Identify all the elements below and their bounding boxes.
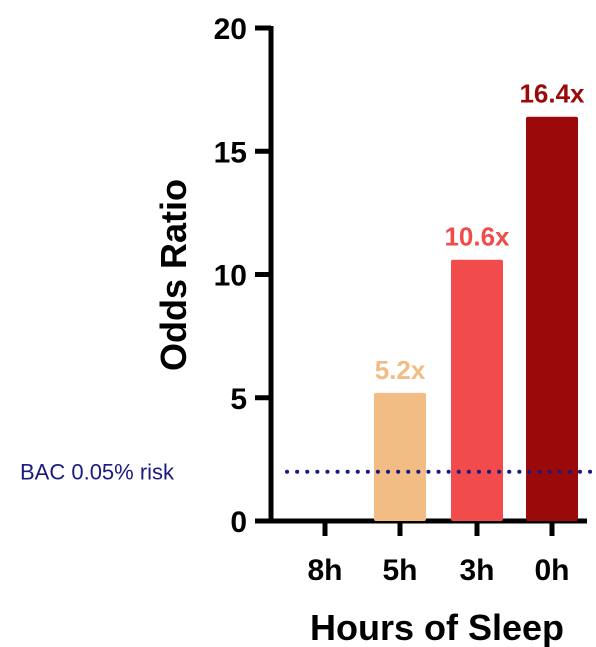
x-tick-label: 5h [382,554,417,587]
y-tick-label: 20 [214,13,247,46]
reference-line-label: BAC 0.05% risk [20,460,175,485]
x-tick-label: 0h [534,554,569,587]
y-tick-label: 0 [230,506,247,539]
bar-5h [374,392,426,521]
x-tick-label: 8h [307,554,342,587]
y-tick-label: 5 [230,383,247,416]
bar-0h [526,116,578,522]
x-axis-title: Hours of Sleep [310,607,564,647]
bar-data-label: 10.6x [444,222,510,252]
bar-data-label: 5.2x [375,355,426,385]
y-axis-title: Odds Ratio [153,179,194,371]
y-tick-label: 10 [214,260,247,293]
bar-3h [451,259,503,521]
bar-data-label: 16.4x [519,79,585,109]
y-tick-label: 15 [214,136,247,169]
bars: 5.2x 10.6x 16.4x [374,79,585,522]
x-tick-label: 3h [459,554,494,587]
x-axis: 8h 5h 3h 0h [269,518,587,587]
y-axis: 0 5 10 15 20 [214,13,274,539]
reference-line-group: BAC 0.05% risk [20,460,596,485]
